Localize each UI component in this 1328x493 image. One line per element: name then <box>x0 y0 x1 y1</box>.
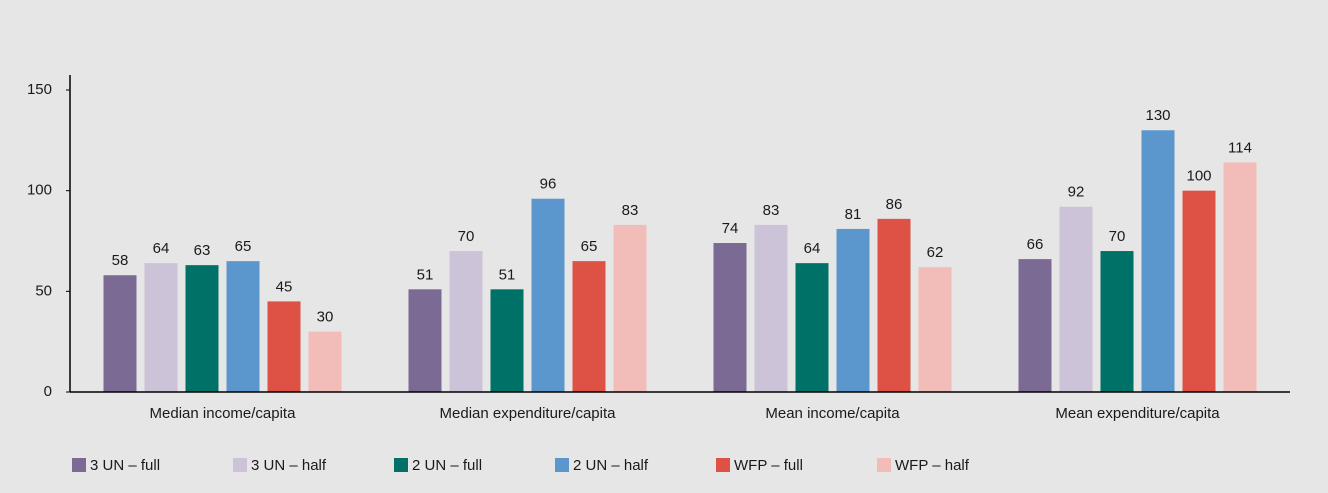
value-label: 86 <box>886 196 903 213</box>
value-label: 64 <box>153 240 170 257</box>
x-tick-label: Median income/capita <box>150 405 297 422</box>
bar <box>1018 259 1052 392</box>
bar <box>1182 190 1216 392</box>
bar <box>308 331 342 392</box>
legend-swatch <box>716 458 730 472</box>
value-label: 30 <box>317 309 334 326</box>
value-label: 114 <box>1228 139 1252 156</box>
legend-label: 2 UN – half <box>573 457 649 474</box>
bar <box>490 289 524 392</box>
legend-label: 3 UN – full <box>90 457 160 474</box>
value-label: 62 <box>927 244 944 261</box>
value-label: 66 <box>1027 236 1044 253</box>
x-tick-label: Median expenditure/capita <box>440 405 617 422</box>
value-label: 51 <box>417 266 434 283</box>
bar <box>613 224 647 392</box>
value-label: 64 <box>804 240 821 257</box>
value-label: 81 <box>845 206 862 223</box>
legend-swatch <box>394 458 408 472</box>
legend-label: 3 UN – half <box>251 457 327 474</box>
bar <box>103 275 137 392</box>
bar <box>1223 162 1257 392</box>
y-tick-label: 100 <box>27 182 52 199</box>
value-label: 130 <box>1145 107 1170 124</box>
bar <box>1100 251 1134 392</box>
value-label: 83 <box>763 202 780 219</box>
value-label: 51 <box>499 266 516 283</box>
x-tick-label: Mean expenditure/capita <box>1055 405 1220 422</box>
bar <box>795 263 829 392</box>
value-label: 70 <box>1109 228 1126 245</box>
bar <box>144 263 178 392</box>
bar <box>754 224 788 392</box>
legend-label: WFP – full <box>734 457 803 474</box>
value-label: 58 <box>112 252 129 269</box>
x-tick-label: Mean income/capita <box>765 405 900 422</box>
bar <box>408 289 442 392</box>
bar <box>713 243 747 392</box>
legend-swatch <box>877 458 891 472</box>
legend-swatch <box>555 458 569 472</box>
value-label: 83 <box>622 202 639 219</box>
value-label: 96 <box>540 176 557 193</box>
value-label: 70 <box>458 228 475 245</box>
bar <box>1141 130 1175 392</box>
legend-swatch <box>72 458 86 472</box>
value-label: 65 <box>581 238 598 255</box>
bar <box>1059 206 1093 392</box>
bar <box>877 218 911 392</box>
y-tick-label: 150 <box>27 81 52 98</box>
bar <box>918 267 952 392</box>
bar <box>836 228 870 392</box>
legend-swatch <box>233 458 247 472</box>
legend-label: WFP – half <box>895 457 970 474</box>
value-label: 65 <box>235 238 252 255</box>
bar <box>267 301 301 392</box>
bar <box>226 261 260 392</box>
bar <box>449 251 483 392</box>
value-label: 74 <box>722 220 739 237</box>
bar <box>572 261 606 392</box>
y-tick-label: 50 <box>35 282 52 299</box>
value-label: 100 <box>1186 168 1211 185</box>
legend-label: 2 UN – full <box>412 457 482 474</box>
value-label: 92 <box>1068 184 1085 201</box>
bar <box>185 265 219 392</box>
value-label: 45 <box>276 278 293 295</box>
value-label: 63 <box>194 242 211 259</box>
bar <box>531 198 565 392</box>
y-tick-label: 0 <box>44 383 52 400</box>
